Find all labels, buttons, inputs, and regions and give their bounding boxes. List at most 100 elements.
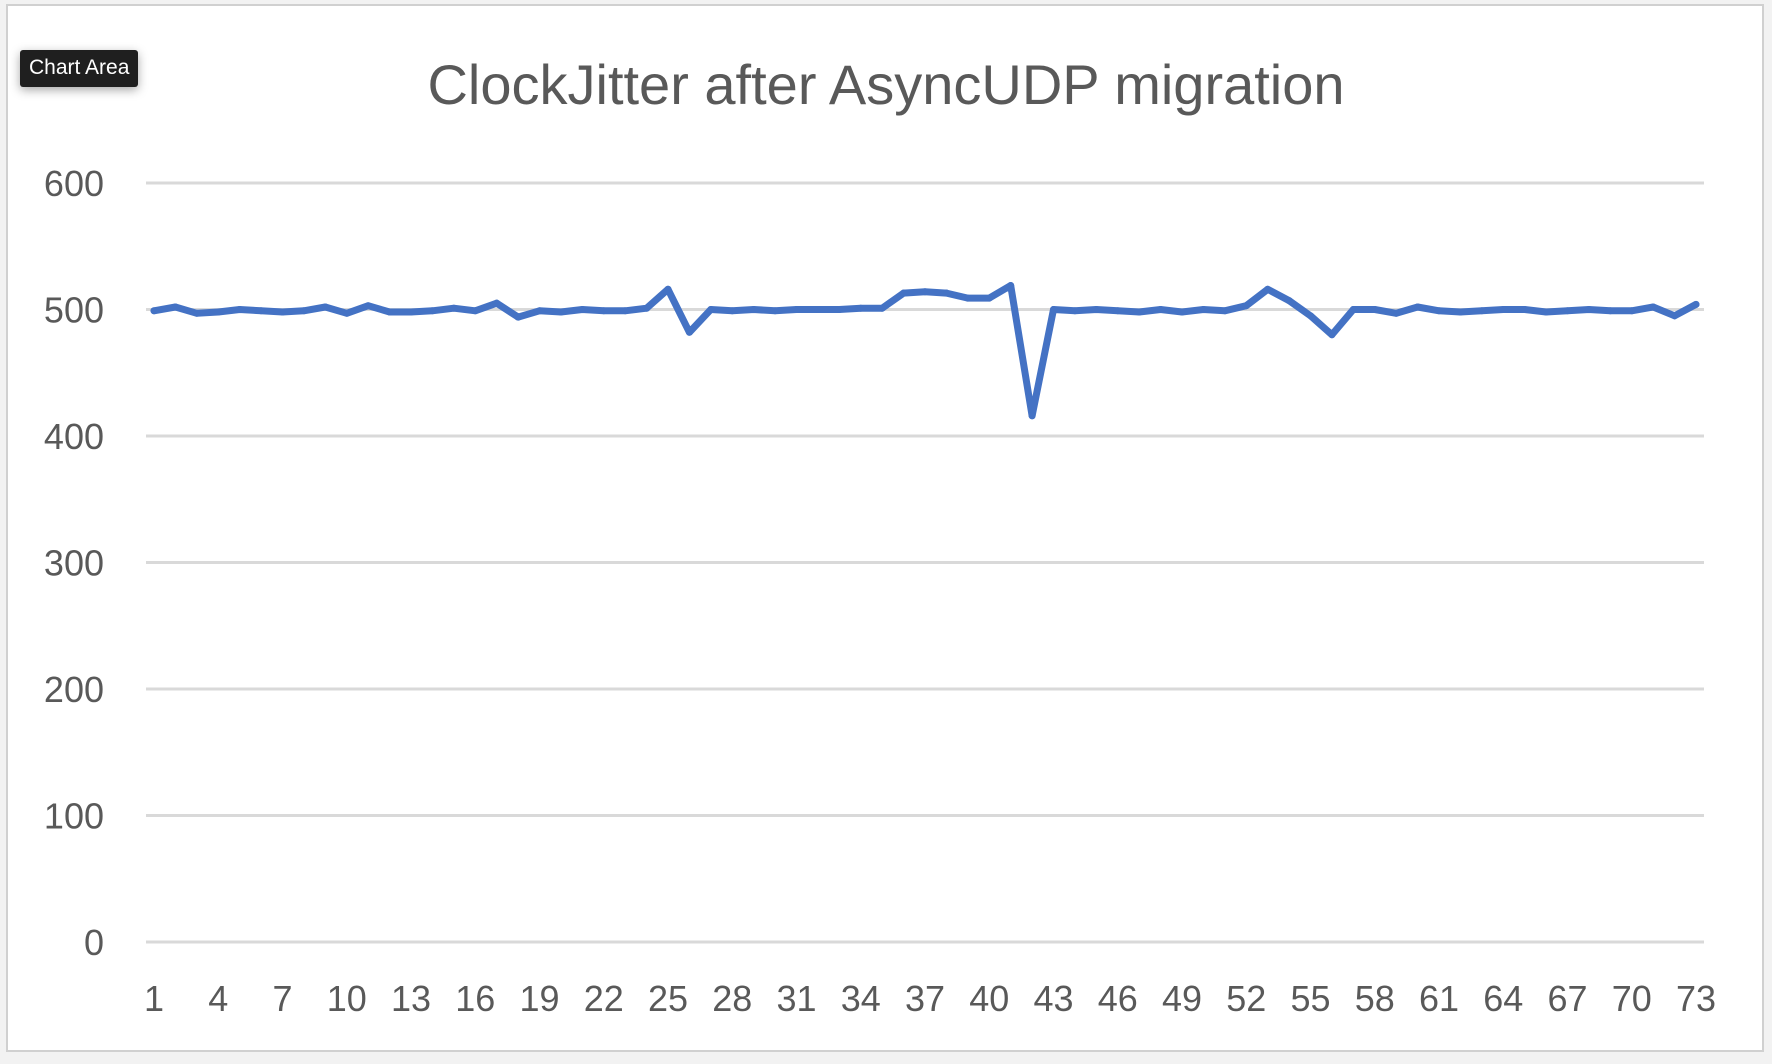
data-point	[750, 306, 758, 313]
data-point	[685, 328, 693, 336]
x-tick-label: 10	[327, 978, 367, 1019]
data-point	[1050, 306, 1057, 313]
data-point	[257, 307, 265, 315]
gridlines	[146, 181, 1704, 944]
data-point	[343, 309, 351, 317]
y-axis-labels: 0 100 200 300 400 500 600	[44, 163, 104, 963]
x-tick-label: 37	[905, 978, 945, 1019]
data-point	[1285, 297, 1293, 305]
data-point	[171, 303, 179, 311]
x-tick-label: 58	[1355, 978, 1395, 1019]
x-tick-label: 13	[391, 978, 431, 1019]
series-line-0[interactable]	[150, 282, 1700, 420]
data-point	[600, 307, 608, 315]
y-tick-label: 100	[44, 796, 104, 837]
data-point	[985, 294, 993, 302]
data-point	[279, 308, 286, 316]
x-tick-label: 40	[969, 978, 1009, 1019]
data-point	[771, 307, 779, 315]
data-point	[428, 307, 436, 315]
data-point	[514, 313, 522, 321]
chart-area[interactable]	[6, 4, 1764, 1052]
data-point	[150, 307, 158, 315]
x-tick-label: 46	[1098, 978, 1138, 1019]
data-point	[1628, 307, 1636, 315]
data-point	[1521, 306, 1529, 313]
data-point	[364, 302, 372, 310]
data-point	[878, 304, 886, 312]
data-point	[450, 304, 458, 312]
data-point	[1157, 306, 1165, 313]
data-point	[1114, 307, 1122, 315]
data-point	[964, 294, 972, 302]
chart-area-tooltip: Chart Area	[20, 50, 139, 87]
data-point	[386, 308, 394, 316]
x-axis-labels: 1 4 7 10 13 16 19 22 25 28 31 34 37 40 43 46 49 52 55 58 61 6…	[144, 978, 1716, 1019]
x-tick-label: 73	[1676, 978, 1716, 1019]
data-point	[1178, 308, 1186, 316]
x-tick-label: 34	[841, 978, 881, 1019]
data-point	[1307, 312, 1314, 320]
data-point	[1585, 306, 1593, 313]
data-point	[1606, 307, 1614, 315]
x-tick-label: 70	[1612, 978, 1652, 1019]
data-point	[236, 306, 244, 313]
y-tick-label: 600	[44, 163, 104, 204]
data-point	[728, 307, 736, 315]
x-tick-label: 16	[455, 978, 495, 1019]
y-tick-label: 500	[44, 290, 104, 331]
y-tick-label: 200	[44, 669, 104, 710]
data-point	[193, 309, 201, 317]
data-point	[1414, 303, 1422, 311]
data-point	[835, 306, 843, 313]
x-tick-label: 1	[144, 978, 164, 1019]
data-point	[793, 306, 800, 313]
x-tick-label: 7	[272, 978, 292, 1019]
data-point	[1671, 312, 1679, 320]
chart-title: ClockJitter after AsyncUDP migration	[427, 53, 1344, 116]
data-point	[921, 288, 929, 296]
data-point	[557, 308, 565, 316]
data-point	[643, 304, 651, 312]
data-point	[1349, 306, 1357, 313]
x-tick-label: 52	[1226, 978, 1266, 1019]
data-point	[471, 307, 479, 315]
x-tick-label: 25	[648, 978, 688, 1019]
y-tick-label: 400	[44, 416, 104, 457]
x-tick-label: 55	[1290, 978, 1330, 1019]
data-point	[1542, 308, 1550, 316]
data-point	[407, 308, 415, 316]
data-point	[578, 306, 586, 313]
data-point	[493, 299, 501, 307]
series-group	[150, 281, 1700, 420]
data-point	[814, 306, 822, 313]
x-tick-label: 28	[712, 978, 752, 1019]
y-tick-label: 300	[44, 543, 104, 584]
x-tick-label: 19	[519, 978, 559, 1019]
data-point	[1092, 306, 1100, 313]
data-point	[942, 289, 950, 297]
data-point	[1371, 306, 1379, 313]
y-tick-label: 0	[84, 922, 104, 963]
x-tick-label: 64	[1483, 978, 1523, 1019]
data-point	[1692, 300, 1700, 308]
x-tick-label: 43	[1033, 978, 1073, 1019]
data-point	[1007, 281, 1015, 289]
data-point	[1649, 303, 1657, 311]
data-point	[1242, 302, 1250, 310]
data-point	[1071, 307, 1079, 315]
x-tick-label: 49	[1162, 978, 1202, 1019]
data-point	[900, 289, 908, 297]
data-point	[1328, 331, 1336, 339]
data-point	[1435, 307, 1443, 315]
data-point	[1392, 309, 1400, 317]
x-tick-label: 22	[584, 978, 624, 1019]
data-point	[621, 307, 629, 315]
x-tick-label: 67	[1547, 978, 1587, 1019]
data-point	[1221, 307, 1229, 315]
data-point	[1135, 308, 1143, 316]
data-point	[536, 307, 543, 315]
x-tick-label: 31	[776, 978, 816, 1019]
data-point	[300, 307, 308, 315]
